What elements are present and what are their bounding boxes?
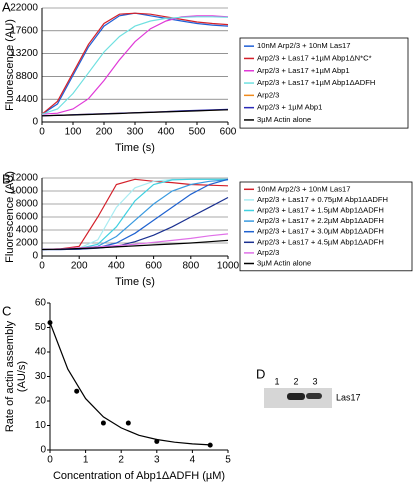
legend-label: 10nM Arp2/3 + 10nM Las17 [257,41,351,50]
x-tick-label: 1 [83,455,89,466]
lane-label: 1 [274,376,279,386]
y-tick-label: 40 [35,347,47,358]
y-axis-label: Rate of actin assembly [4,320,16,432]
data-point [125,420,131,426]
y-tick-label: 0 [40,445,46,456]
gel-band [306,393,322,399]
data-line [42,178,229,251]
legend-label: 10nM Arp2/3 + 10nM Las17 [257,184,351,193]
gel-band [287,393,305,400]
data-line [42,196,229,251]
legend-label: Arp2/3 + Las17 +1µM Abp1ΔADFH [257,78,375,87]
x-tick-label: 600 [220,127,237,138]
y-axis-label: Fluorescence (AU) [4,19,16,111]
fit-line [49,322,211,446]
band-label: Las17 [336,392,361,402]
y-tick-label: 8800 [16,71,39,82]
y-tick-label: 12000 [10,173,38,184]
legend-box [239,37,409,129]
y-tick-label: 10 [35,420,47,431]
data-line [41,109,229,117]
x-tick-label: 2 [118,455,124,466]
x-tick-label: 100 [65,127,82,138]
x-tick-label: 200 [96,127,113,138]
x-tick-label: 5 [225,455,231,466]
legend-label: Arp2/3 [257,248,279,257]
x-tick-label: 1000 [217,261,240,272]
y-tick-label: 4400 [16,94,39,105]
legend-label: Arp2/3 + 1µM Abp1 [257,103,322,112]
y-tick-label: 2000 [16,238,39,249]
panel-letter: D [256,366,265,381]
x-tick-label: 0 [39,261,45,272]
legend-label: Arp2/3 + Las17 +1µM Abp1 [257,66,350,75]
data-line [41,239,229,251]
data-line [41,179,229,251]
y-tick-label: 60 [35,298,47,309]
y-tick-label: 22000 [10,3,38,14]
x-tick-label: 500 [189,127,206,138]
x-axis-label: Time (s) [115,276,155,288]
data-line [41,12,229,115]
legend-label: Arp2/3 + Las17 + 3.0µM Abp1ΔADFH [257,227,384,236]
legend-label: Arp2/3 + Las17 + 2.2µM Abp1ΔADFH [257,216,384,225]
x-axis-label: Time (s) [115,142,155,154]
x-tick-label: 4 [190,455,196,466]
legend-label: Arp2/3 [257,90,279,99]
legend-label: Arp2/3 + Las17 + 1.5µM Abp1ΔADFH [257,206,384,215]
x-tick-label: 400 [158,127,175,138]
panel-letter: C [2,303,11,318]
legend-label: Arp2/3 + Las17 + 4.5µM Abp1ΔADFH [257,237,384,246]
data-line [41,16,229,115]
y-axis-label: (AU/s) [16,361,28,392]
data-point [207,442,213,448]
y-tick-label: 10000 [10,186,38,197]
x-tick-label: 3 [154,455,160,466]
x-tick-label: 0 [47,455,53,466]
x-tick-label: 600 [145,261,162,272]
y-tick-label: 17600 [10,25,38,36]
y-tick-label: 8000 [16,199,39,210]
data-point [74,388,80,394]
y-tick-label: 0 [32,117,38,128]
legend-box [239,181,413,272]
y-tick-label: 6000 [16,212,39,223]
panel-letter: A [2,0,11,14]
data-point [100,420,106,426]
x-tick-label: 300 [127,127,144,138]
y-axis-label: Fluorescence (AU) [4,171,16,263]
y-tick-label: 50 [35,322,47,333]
data-line [41,178,229,251]
x-axis-label: Concentration of Abp1ΔADFH (µM) [53,470,225,482]
legend-label: Arp2/3 + Las17 + 0.75µM Abp1ΔADFH [257,195,388,204]
y-tick-label: 0 [32,251,38,262]
y-tick-label: 20 [35,396,47,407]
lane-label: 2 [293,376,298,386]
data-line [41,15,229,115]
y-tick-label: 4000 [16,225,39,236]
x-tick-label: 0 [39,127,45,138]
y-tick-label: 30 [35,371,47,382]
panel-letter: B [2,171,11,186]
legend-label: 3µM Actin alone [257,259,311,268]
y-tick-label: 13200 [10,48,38,59]
legend-label: 3µM Actin alone [257,115,311,124]
x-tick-label: 800 [182,261,199,272]
x-tick-label: 400 [108,261,125,272]
lane-label: 3 [312,376,317,386]
legend-label: Arp2/3 + Las17 +1µM Abp1ΔN*C* [257,53,372,62]
x-tick-label: 200 [71,261,88,272]
